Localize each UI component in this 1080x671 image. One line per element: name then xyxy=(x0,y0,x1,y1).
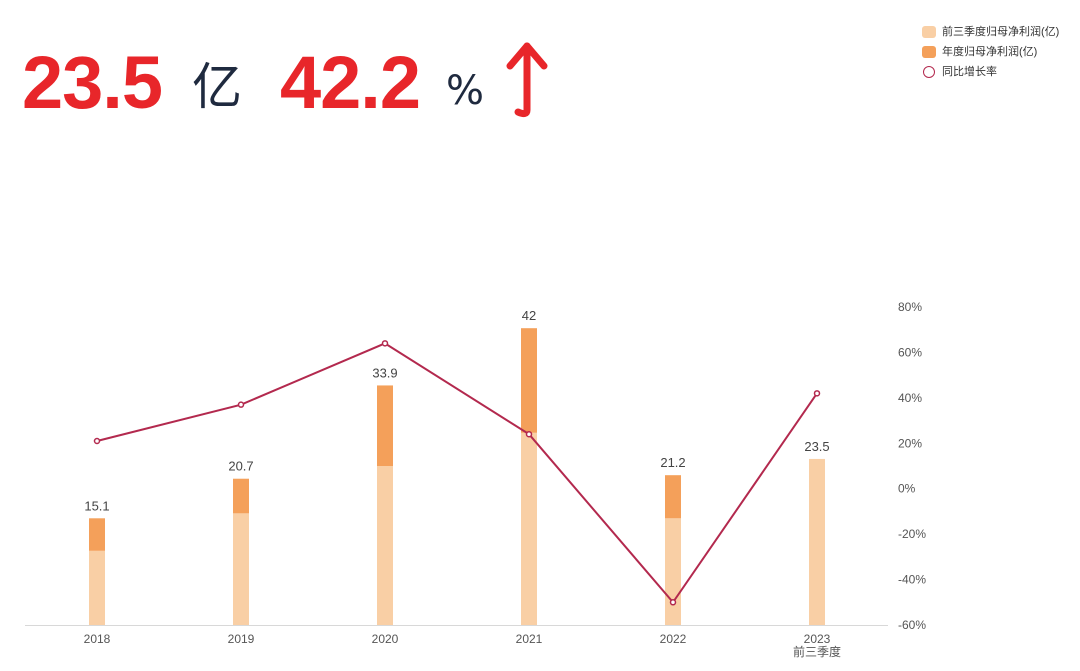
y-right-tick-label: 40% xyxy=(898,391,922,405)
up-arrow-icon xyxy=(506,42,548,118)
chart-legend: 前三季度归母净利润(亿) 年度归母净利润(亿) 同比增长率 xyxy=(922,24,1059,84)
growth-point xyxy=(813,390,821,397)
bar-value-label: 33.9 xyxy=(372,365,397,380)
bar-q3 xyxy=(521,432,537,625)
y-right-tick-label: 20% xyxy=(898,436,922,450)
legend-item-q3[interactable]: 前三季度归母净利润(亿) xyxy=(922,24,1059,44)
y-right-tick-label: 80% xyxy=(898,300,922,314)
headline-growth: 42.2 xyxy=(280,41,421,124)
bar-annual xyxy=(89,518,105,551)
legend-label-growth: 同比增长率 xyxy=(942,66,997,78)
x-tick-label: 2020 xyxy=(372,632,399,646)
x-tick-label: 2019 xyxy=(228,632,255,646)
bar-q3 xyxy=(377,466,393,625)
bar-annual xyxy=(665,475,681,519)
legend-item-growth[interactable]: 同比增长率 xyxy=(922,64,1059,84)
bar-annual xyxy=(521,328,537,433)
legend-label-q3: 前三季度归母净利润(亿) xyxy=(942,26,1060,38)
y-right-tick-label: -60% xyxy=(898,618,926,632)
bar-q3 xyxy=(89,550,105,625)
bar-annual xyxy=(233,478,249,514)
x-tick-label: 2022 xyxy=(660,632,687,646)
bar-value-label: 20.7 xyxy=(228,459,253,474)
y-right-tick-label: 60% xyxy=(898,345,922,359)
legend-item-annual[interactable]: 年度归母净利润(亿) xyxy=(922,44,1059,64)
y-right-tick-label: 0% xyxy=(898,482,916,496)
legend-swatch-q3 xyxy=(922,26,936,38)
bar-q3 xyxy=(665,518,681,625)
legend-label-annual: 年度归母净利润(亿) xyxy=(942,46,1038,58)
x-tick-label: 2018 xyxy=(84,632,111,646)
bar-q3 xyxy=(809,458,825,625)
x-tick-label: 2021 xyxy=(516,632,543,646)
x-tick-sublabel: 前三季度 xyxy=(793,644,841,659)
growth-line xyxy=(96,342,818,604)
bar-value-label: 15.1 xyxy=(84,498,109,513)
y-right-tick-label: -20% xyxy=(898,527,926,541)
headline-growth-unit: % xyxy=(446,68,485,114)
growth-point xyxy=(525,430,533,438)
bar-value-label: 23.5 xyxy=(804,439,829,454)
bar-annual xyxy=(377,385,393,466)
growth-point xyxy=(669,599,677,606)
headline-value-unit: 亿 xyxy=(192,58,242,116)
y-right-tick-label: -40% xyxy=(898,573,926,587)
bar-value-label: 21.2 xyxy=(660,455,685,470)
legend-swatch-annual xyxy=(922,46,936,58)
headline-value: 23.5 xyxy=(22,41,163,124)
growth-point xyxy=(93,437,101,445)
bar-value-label: 42 xyxy=(522,308,536,323)
growth-point xyxy=(237,401,245,408)
bar-q3 xyxy=(233,513,249,625)
legend-circle-growth xyxy=(923,66,935,78)
x-tick-label: 2023 xyxy=(804,632,831,646)
growth-point xyxy=(381,340,389,347)
